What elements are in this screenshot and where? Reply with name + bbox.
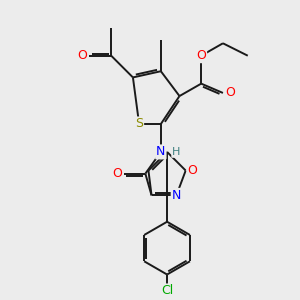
Text: O: O: [188, 164, 197, 177]
Text: O: O: [78, 49, 88, 62]
Text: N: N: [172, 189, 181, 202]
Text: O: O: [112, 167, 122, 180]
Text: Cl: Cl: [161, 284, 173, 298]
Text: H: H: [172, 147, 181, 157]
Text: O: O: [225, 86, 235, 99]
Text: N: N: [156, 146, 166, 158]
Text: O: O: [196, 49, 206, 62]
Text: S: S: [135, 118, 143, 130]
